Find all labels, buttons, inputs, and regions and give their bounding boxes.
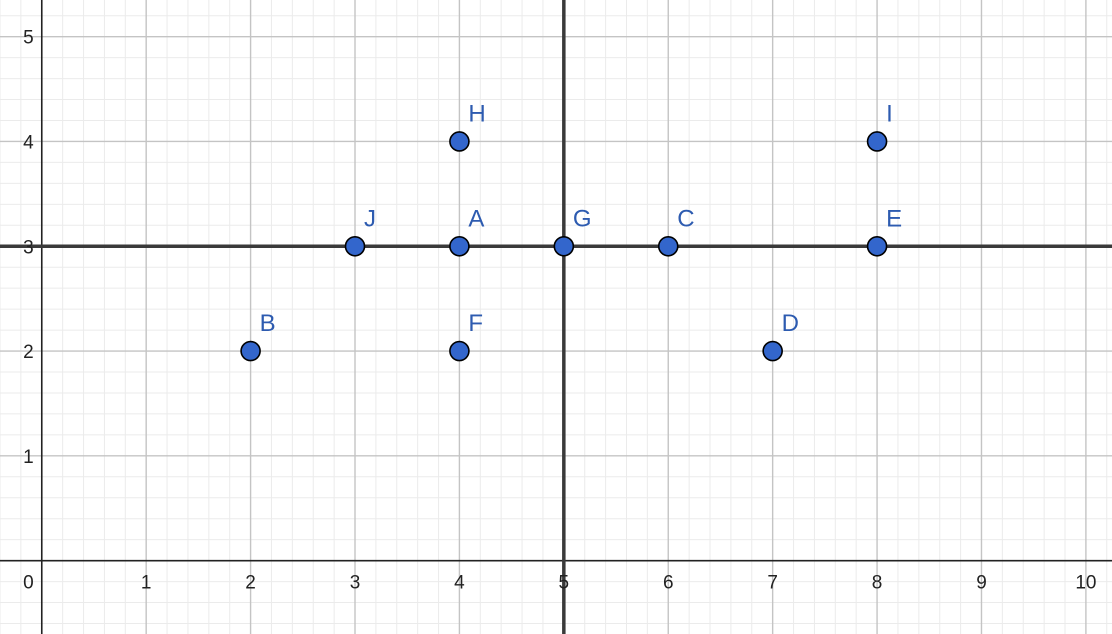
x-tick-label: 6 <box>663 573 674 594</box>
x-tick-label: 2 <box>245 573 256 594</box>
tick-labels: 0 1 2 3 4 5 6 7 8 9 10 1 2 3 4 5 <box>23 28 1096 594</box>
point-label-g: G <box>573 205 592 232</box>
point-label-d: D <box>782 310 799 337</box>
point-label-i: I <box>886 100 893 127</box>
x-tick-label: 7 <box>767 573 778 594</box>
data-points: A B C D E F G H I J <box>240 100 902 362</box>
x-tick-label: 10 <box>1075 573 1096 594</box>
point-label-c: C <box>677 205 694 232</box>
y-tick-label: 5 <box>23 28 34 49</box>
x-tick-label: 4 <box>454 573 465 594</box>
point-g <box>553 235 575 257</box>
point-d <box>762 340 783 362</box>
point-label-h: H <box>468 100 485 127</box>
point-h <box>449 131 470 152</box>
y-tick-label: 4 <box>23 132 34 153</box>
point-a <box>449 235 470 257</box>
x-tick-label: 1 <box>141 573 152 594</box>
point-c <box>657 235 679 257</box>
point-label-e: E <box>886 205 902 232</box>
point-i <box>866 131 888 152</box>
point-b <box>240 340 261 362</box>
point-e <box>866 235 888 257</box>
x-tick-label: 3 <box>350 573 361 594</box>
point-label-j: J <box>364 205 376 232</box>
x-tick-label: 0 <box>23 573 34 594</box>
point-label-a: A <box>468 205 484 232</box>
x-tick-label: 9 <box>976 573 987 594</box>
point-f <box>449 340 470 362</box>
y-tick-label: 3 <box>23 237 34 258</box>
x-tick-label: 8 <box>872 573 883 594</box>
point-label-b: B <box>260 310 276 337</box>
y-tick-label: 1 <box>23 447 34 468</box>
point-j <box>344 235 366 257</box>
point-label-f: F <box>468 310 483 337</box>
x-tick-label: 5 <box>559 573 570 594</box>
y-tick-label: 2 <box>23 342 34 363</box>
